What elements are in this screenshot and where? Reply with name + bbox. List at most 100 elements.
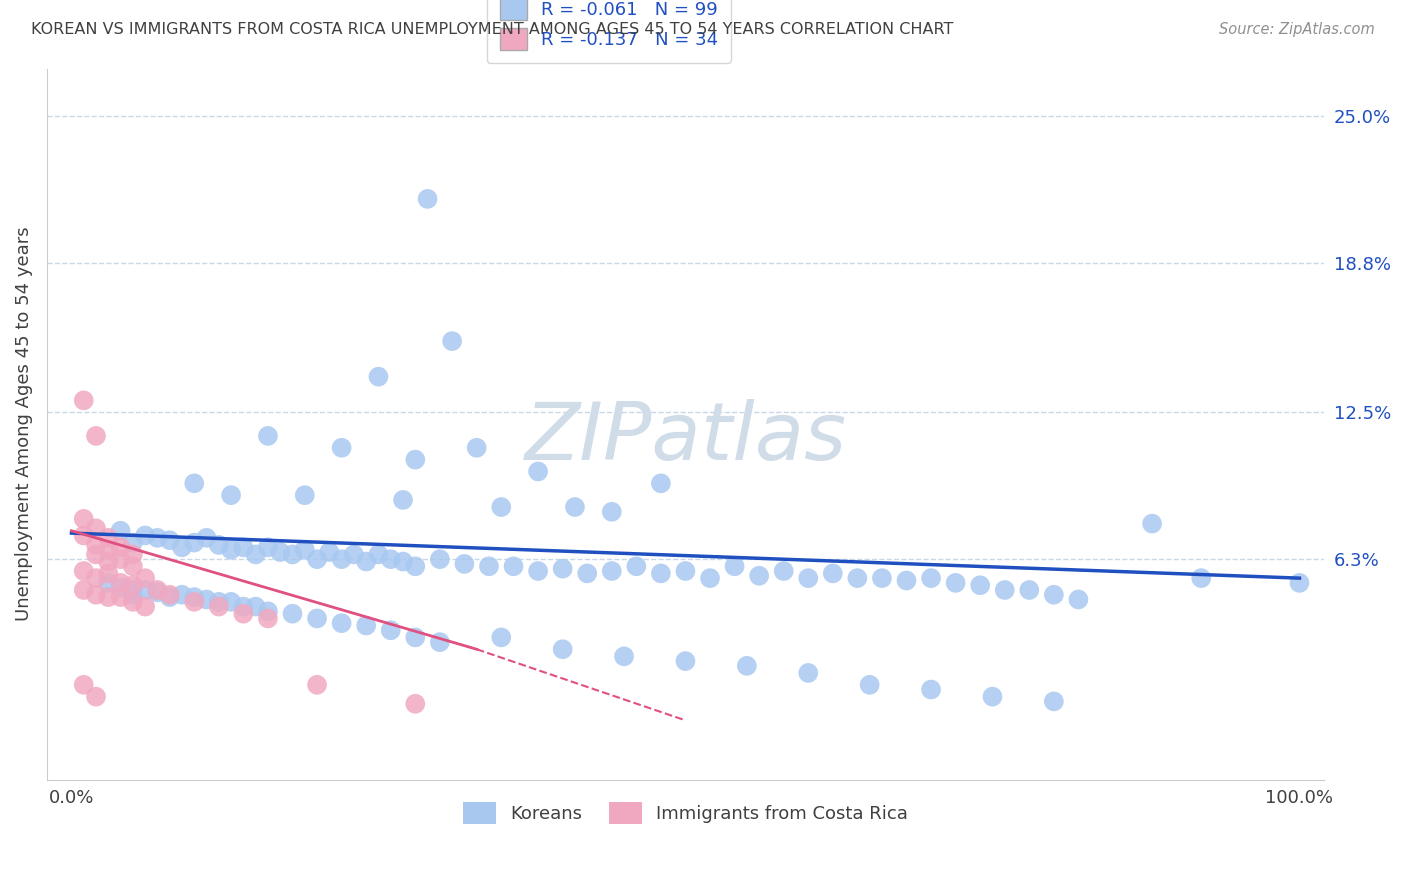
Point [626, 559, 648, 574]
Point [208, 599, 231, 614]
Point [84, 571, 107, 585]
Point [896, 574, 918, 588]
Point [945, 575, 967, 590]
Point [97, 531, 120, 545]
Point [551, 562, 574, 576]
Point [183, 590, 205, 604]
Point [110, 541, 132, 555]
Text: Source: ZipAtlas.com: Source: ZipAtlas.com [1219, 22, 1375, 37]
Point [281, 607, 304, 621]
Point [491, 631, 513, 645]
Point [97, 542, 120, 557]
Point [257, 429, 280, 443]
Point [305, 678, 328, 692]
Point [821, 566, 844, 581]
Point [97, 590, 120, 604]
Point [404, 452, 426, 467]
Point [318, 545, 340, 559]
Point [441, 334, 464, 348]
Point [354, 618, 377, 632]
Point [121, 595, 143, 609]
Point [576, 566, 599, 581]
Point [478, 559, 501, 574]
Point [195, 531, 218, 545]
Point [219, 595, 242, 609]
Point [208, 538, 231, 552]
Point [219, 488, 242, 502]
Point [429, 635, 451, 649]
Point [84, 521, 107, 535]
Point [134, 599, 156, 614]
Point [73, 512, 96, 526]
Point [404, 631, 426, 645]
Point [600, 564, 623, 578]
Point [134, 582, 156, 597]
Point [232, 541, 254, 555]
Point [183, 476, 205, 491]
Point [121, 588, 143, 602]
Point [969, 578, 991, 592]
Point [343, 548, 366, 562]
Point [121, 582, 143, 597]
Point [195, 592, 218, 607]
Point [110, 590, 132, 604]
Point [367, 548, 389, 562]
Point [404, 559, 426, 574]
Point [257, 541, 280, 555]
Point [491, 500, 513, 514]
Point [600, 505, 623, 519]
Point [110, 552, 132, 566]
Point [97, 575, 120, 590]
Point [527, 465, 550, 479]
Point [73, 393, 96, 408]
Point [846, 571, 869, 585]
Point [465, 441, 488, 455]
Point [134, 571, 156, 585]
Point [73, 564, 96, 578]
Point [219, 542, 242, 557]
Point [245, 548, 267, 562]
Text: KOREAN VS IMMIGRANTS FROM COSTA RICA UNEMPLOYMENT AMONG AGES 45 TO 54 YEARS CORR: KOREAN VS IMMIGRANTS FROM COSTA RICA UNE… [31, 22, 953, 37]
Point [502, 559, 524, 574]
Point [870, 571, 893, 585]
Point [380, 552, 402, 566]
Text: ZIPatlas: ZIPatlas [524, 400, 846, 477]
Point [330, 552, 353, 566]
Point [1189, 571, 1212, 585]
Point [735, 658, 758, 673]
Point [170, 541, 193, 555]
Point [121, 548, 143, 562]
Point [920, 571, 942, 585]
Legend: Koreans, Immigrants from Costa Rica: Koreans, Immigrants from Costa Rica [453, 791, 918, 835]
Y-axis label: Unemployment Among Ages 45 to 54 years: Unemployment Among Ages 45 to 54 years [15, 227, 32, 622]
Point [1043, 588, 1066, 602]
Point [392, 555, 415, 569]
Point [97, 566, 120, 581]
Point [920, 682, 942, 697]
Point [1043, 694, 1066, 708]
Point [183, 595, 205, 609]
Point [650, 476, 672, 491]
Point [232, 607, 254, 621]
Point [1140, 516, 1163, 531]
Point [183, 535, 205, 549]
Point [380, 624, 402, 638]
Point [527, 564, 550, 578]
Point [269, 545, 291, 559]
Point [305, 611, 328, 625]
Point [453, 557, 475, 571]
Point [305, 552, 328, 566]
Point [121, 559, 143, 574]
Point [84, 538, 107, 552]
Point [551, 642, 574, 657]
Point [134, 528, 156, 542]
Point [367, 369, 389, 384]
Point [564, 500, 586, 514]
Point [170, 588, 193, 602]
Point [650, 566, 672, 581]
Point [994, 582, 1017, 597]
Point [404, 697, 426, 711]
Point [294, 542, 316, 557]
Point [330, 441, 353, 455]
Point [110, 581, 132, 595]
